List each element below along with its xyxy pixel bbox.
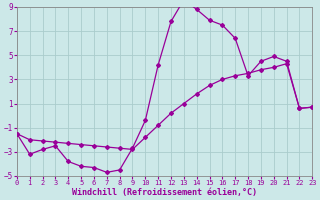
X-axis label: Windchill (Refroidissement éolien,°C): Windchill (Refroidissement éolien,°C) — [72, 188, 257, 197]
